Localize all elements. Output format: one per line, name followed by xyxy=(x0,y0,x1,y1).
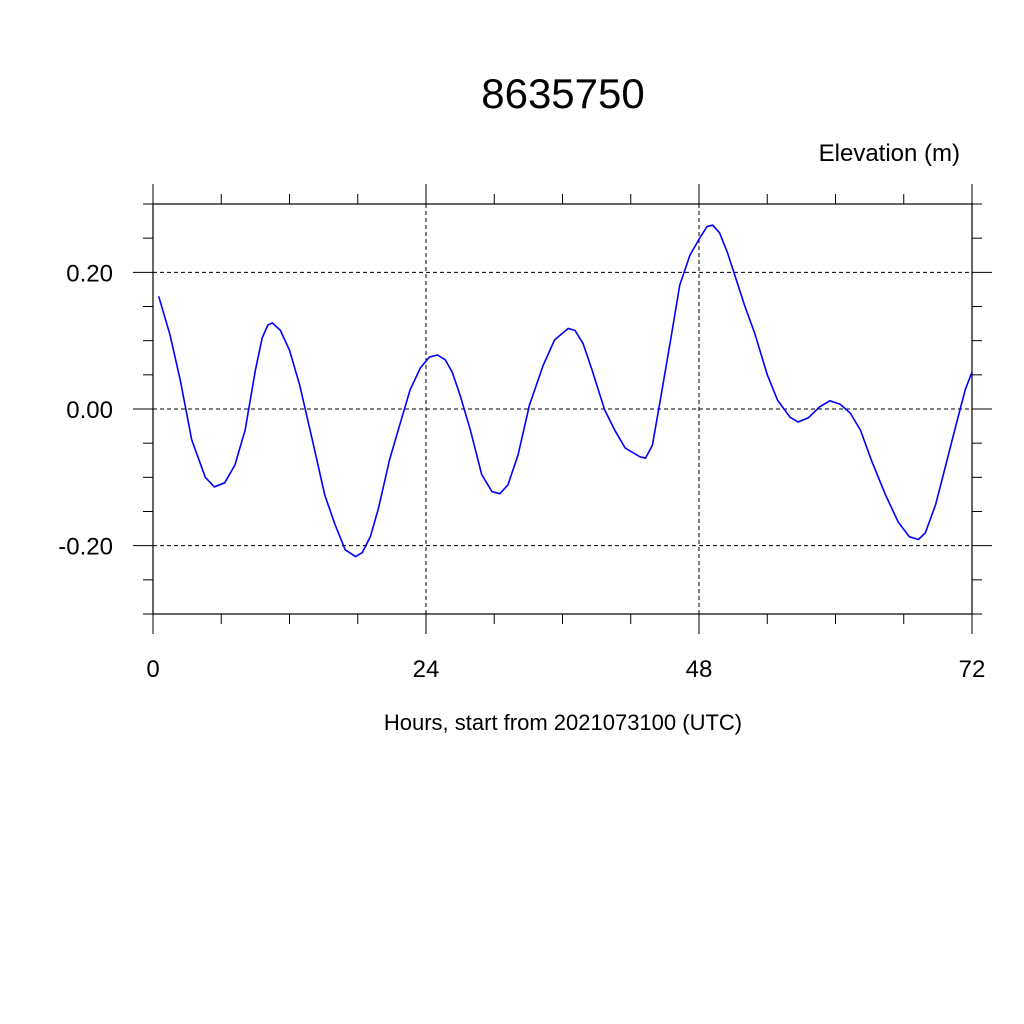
x-tick-label: 72 xyxy=(959,656,986,683)
x-tick-label: 24 xyxy=(413,656,440,683)
y-tick-label: 0.00 xyxy=(66,397,113,424)
x-axis-label: Hours, start from 2021073100 (UTC) xyxy=(384,710,742,735)
y-tick-label: -0.20 xyxy=(58,534,113,561)
y-axis-label: Elevation (m) xyxy=(819,140,960,167)
x-tick-label: 0 xyxy=(146,656,159,683)
y-tick-label: 0.20 xyxy=(66,260,113,287)
series-line xyxy=(157,224,973,558)
grid-lines xyxy=(153,204,972,614)
axis-ticks xyxy=(133,184,992,634)
tick-labels: 0 24 48 72 -0.20 0.00 0.20 xyxy=(58,260,985,683)
chart-title: 8635750 xyxy=(481,70,645,117)
x-tick-label: 48 xyxy=(686,656,713,683)
plot-frame xyxy=(152,203,973,615)
